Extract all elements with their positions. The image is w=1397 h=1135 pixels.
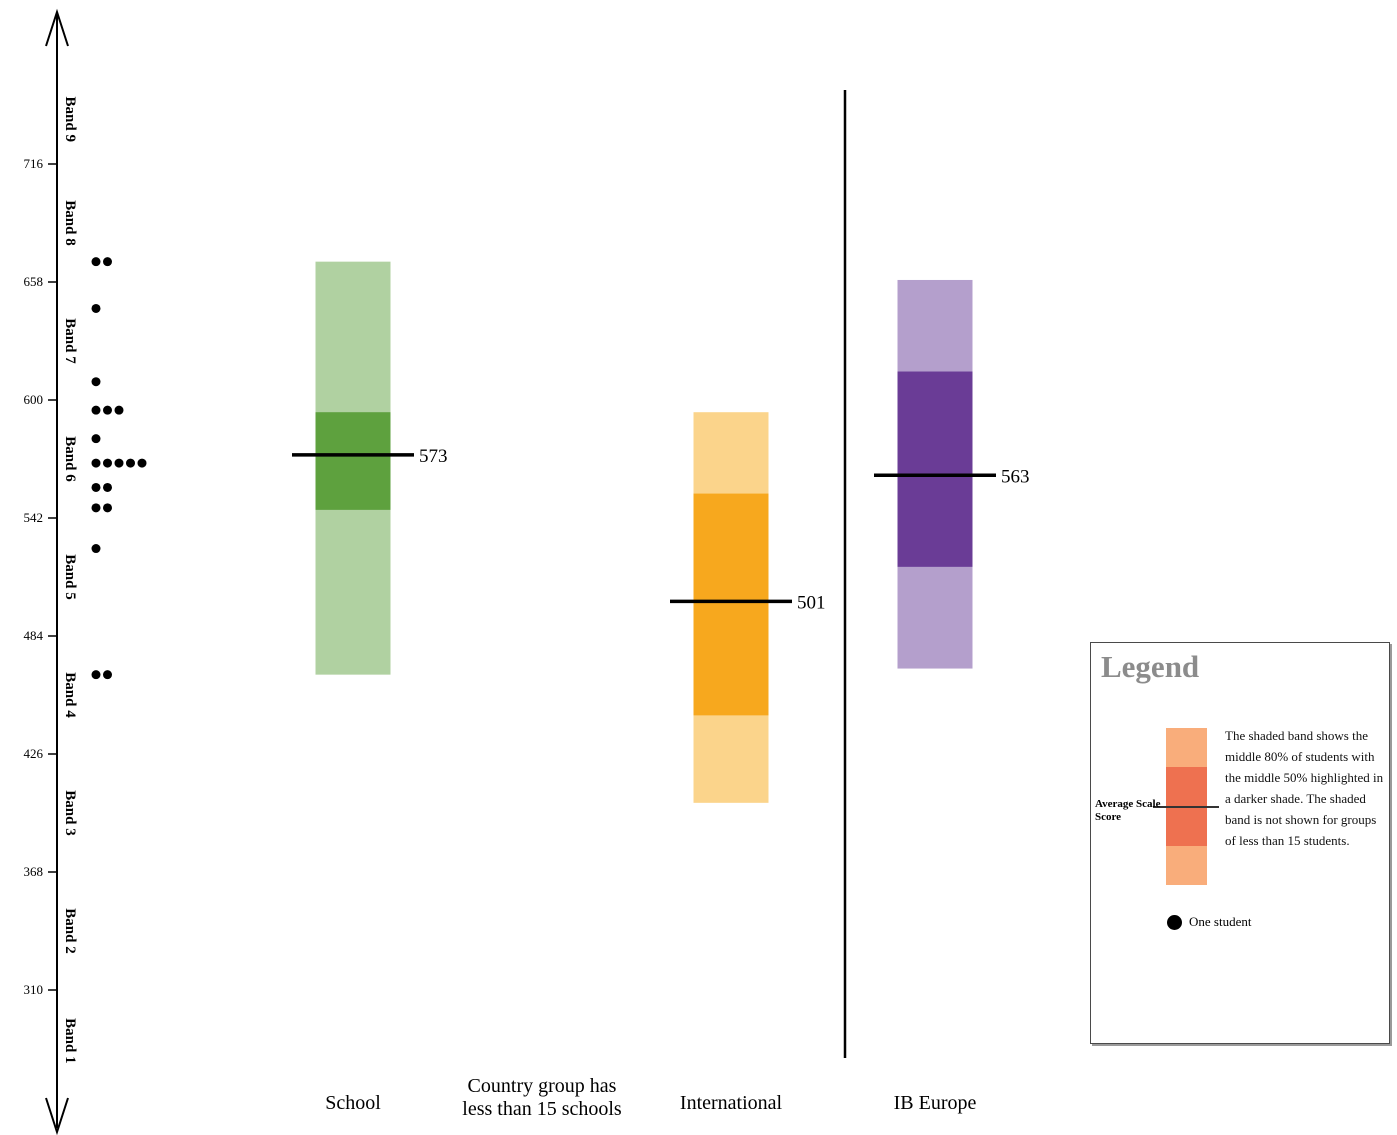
band-inner-50 bbox=[897, 371, 973, 567]
band-label: Band 9 bbox=[62, 97, 78, 142]
y-tick-label: 542 bbox=[24, 510, 44, 525]
student-dot bbox=[137, 458, 147, 468]
category-label: Country group has bbox=[468, 1075, 617, 1097]
y-tick-label: 716 bbox=[24, 156, 44, 171]
legend-title: Legend bbox=[1101, 649, 1200, 684]
band-label: Band 2 bbox=[62, 908, 78, 953]
student-dot bbox=[114, 405, 124, 415]
mean-value-label: 501 bbox=[797, 592, 826, 613]
student-dot bbox=[91, 482, 101, 492]
student-dot bbox=[103, 503, 112, 513]
band-label: Band 4 bbox=[62, 672, 78, 718]
student-dot bbox=[103, 670, 112, 680]
category-label: IB Europe bbox=[894, 1092, 977, 1114]
band-label: Band 5 bbox=[62, 554, 78, 599]
legend-dot-icon bbox=[1167, 915, 1182, 930]
y-tick-label: 368 bbox=[24, 864, 44, 879]
band-labels: Band 9 Band 8 Band 7 Band 6 Band 5 Band 4 Band… bbox=[62, 97, 78, 1064]
category-label: less than 15 schools bbox=[462, 1098, 622, 1120]
category-label: School bbox=[325, 1092, 381, 1114]
student-dot bbox=[126, 458, 135, 468]
student-dot bbox=[114, 458, 124, 468]
axis-arrow-up-icon bbox=[45, 8, 69, 47]
band-label: Band 8 bbox=[62, 200, 78, 245]
mean-value-label: 563 bbox=[1001, 466, 1030, 487]
y-tick-label: 658 bbox=[24, 274, 44, 289]
band-inner-50 bbox=[315, 412, 391, 510]
band-label: Band 6 bbox=[62, 436, 78, 482]
y-axis: 716 658 600 542 484 426 368 310 bbox=[24, 8, 69, 1135]
y-tick-label: 484 bbox=[24, 628, 44, 643]
axis-arrow-down-icon bbox=[45, 1097, 69, 1135]
student-dot bbox=[91, 458, 101, 468]
student-dot bbox=[91, 434, 101, 444]
student-dot bbox=[91, 670, 101, 680]
student-dot bbox=[91, 257, 101, 267]
student-dot bbox=[91, 503, 101, 513]
group-bands: 573 501 563 bbox=[292, 261, 1030, 803]
y-tick-label: 310 bbox=[24, 982, 44, 997]
legend-average-line bbox=[1153, 806, 1219, 808]
band-label: Band 7 bbox=[62, 318, 78, 364]
band-label: Band 1 bbox=[62, 1018, 78, 1063]
student-dot bbox=[103, 458, 112, 468]
student-dot bbox=[91, 377, 101, 387]
category-label: International bbox=[680, 1092, 783, 1114]
legend-dot-label: One student bbox=[1189, 914, 1252, 929]
y-tick-label: 600 bbox=[24, 392, 44, 407]
legend-description: The shaded band shows the middle 80% of … bbox=[1225, 728, 1384, 848]
y-tick-label: 426 bbox=[24, 746, 44, 761]
student-dot bbox=[91, 405, 101, 415]
student-dot bbox=[103, 257, 112, 267]
mean-value-label: 573 bbox=[419, 446, 448, 467]
student-dots bbox=[91, 257, 147, 680]
student-dot bbox=[91, 303, 101, 313]
band-label: Band 3 bbox=[62, 790, 78, 835]
student-dot bbox=[103, 482, 112, 492]
legend: Legend Average Scale Score The shaded ba… bbox=[1090, 642, 1390, 1044]
student-dot bbox=[103, 405, 112, 415]
band-inner-50 bbox=[693, 493, 769, 716]
student-dot bbox=[91, 544, 101, 554]
legend-average-label: Average Scale Score bbox=[1095, 798, 1161, 823]
